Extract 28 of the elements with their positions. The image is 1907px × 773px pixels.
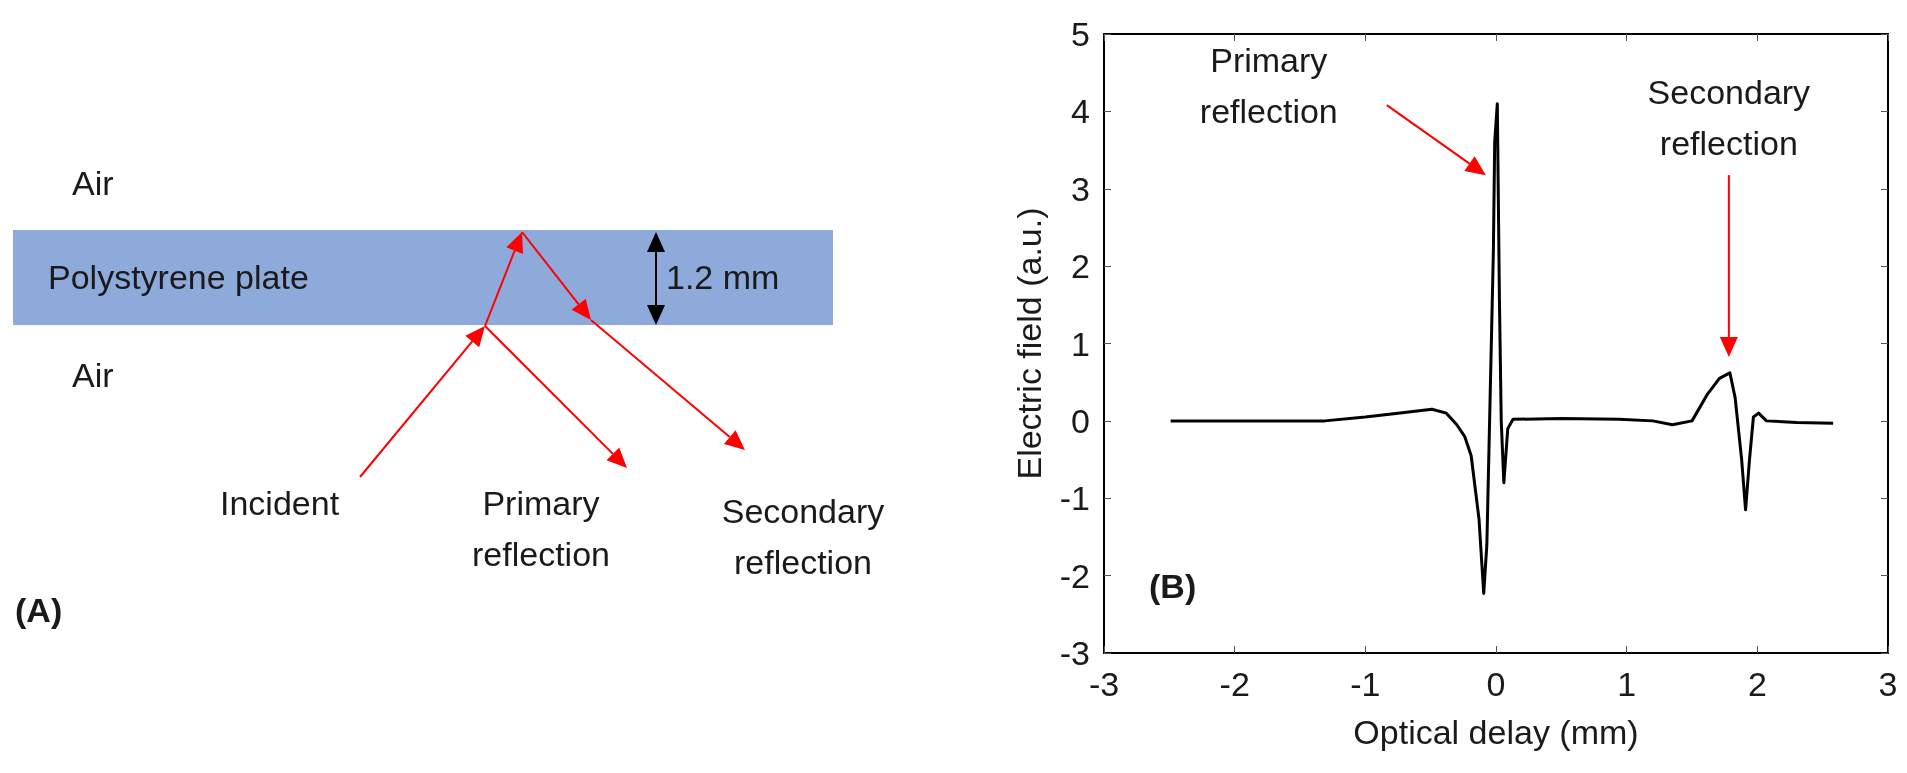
x-axis-title: Optical delay (mm) [1353, 713, 1639, 751]
text: Primary reflection [471, 483, 611, 575]
text: Air [72, 163, 114, 204]
x-tick-label: 3 [1878, 665, 1898, 703]
y-tick-label: 1 [1071, 324, 1090, 363]
text: (A) [15, 590, 63, 631]
annotation: Primary reflection [1198, 40, 1339, 133]
text: Air [72, 355, 114, 396]
y-tick-label: -1 [1059, 479, 1090, 518]
text: 1.2 mm [666, 257, 780, 298]
text: Incident [220, 483, 340, 524]
text: Polystyrene plate [48, 257, 309, 298]
x-tick-label: 1 [1617, 665, 1637, 703]
y-tick-label: 4 [1071, 92, 1090, 131]
text: Secondary reflection [720, 491, 886, 583]
y-tick-label: 3 [1071, 169, 1090, 208]
x-tick-label: 0 [1486, 665, 1506, 703]
y-tick-label: 0 [1071, 401, 1090, 440]
x-tick-label: 2 [1747, 665, 1767, 703]
y-tick-label: -2 [1059, 556, 1090, 595]
y-tick-label: 2 [1071, 247, 1090, 286]
annotation: (B) [1149, 566, 1197, 607]
y-axis-title: Electric field (a.u.) [1010, 207, 1048, 480]
x-tick-label: -1 [1350, 665, 1381, 703]
x-tick-label: -2 [1219, 665, 1250, 703]
y-tick-label: 5 [1071, 15, 1090, 53]
y-tick-label: -3 [1059, 634, 1090, 672]
annotation: Secondary reflection [1646, 72, 1812, 165]
